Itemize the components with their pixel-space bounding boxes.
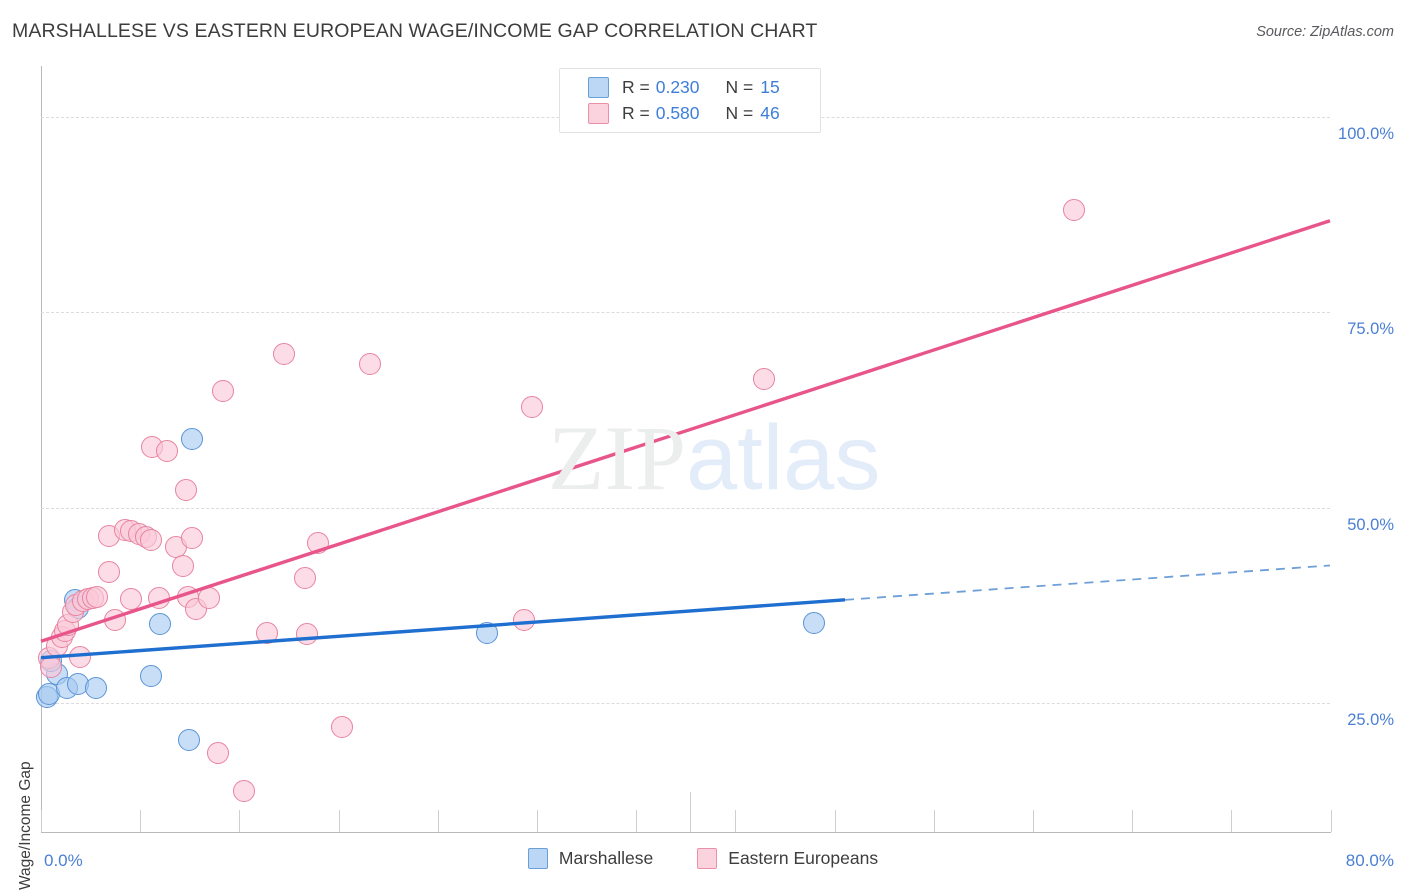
scatter-point[interactable] [149, 613, 172, 636]
x-tick-mark [1033, 810, 1034, 832]
scatter-point[interactable] [178, 728, 201, 751]
series-swatch-eastern-europeans [697, 848, 718, 869]
scatter-point[interactable] [803, 612, 826, 635]
legend-r-value-1: 0.230 [655, 76, 700, 97]
x-tick-mark [1231, 810, 1232, 832]
legend-n-label-1: N = [725, 76, 754, 97]
x-tick-mark [239, 810, 240, 832]
scatter-point[interactable] [68, 645, 91, 668]
source-label: Source: ZipAtlas.com [1256, 24, 1394, 40]
gridline [41, 507, 1330, 509]
x-tick-mark [41, 810, 42, 832]
x-axis-line [41, 832, 1331, 833]
x-tick-mark [140, 810, 141, 832]
x-tick-mark [339, 810, 340, 832]
series-label-eastern-europeans: Eastern Europeans [728, 848, 879, 868]
legend-swatch-pink [588, 102, 609, 124]
y-tick-label: 50.0% [1347, 515, 1394, 534]
scatter-point[interactable] [84, 677, 107, 700]
scatter-point[interactable] [233, 779, 256, 802]
scatter-point[interactable] [207, 742, 230, 765]
scatter-point[interactable] [97, 560, 120, 583]
gridline [41, 312, 1330, 314]
legend-r-label-2: R = [622, 102, 650, 123]
legend-n-value-1: 15 [760, 76, 780, 97]
scatter-point[interactable] [181, 527, 204, 550]
scatter-point[interactable] [39, 656, 62, 679]
correlation-legend: R = 0.230 N = 15 R = 0.580 N = 46 [559, 68, 821, 133]
scatter-point[interactable] [139, 664, 162, 687]
series-swatch-marshallese [527, 848, 548, 869]
scatter-point[interactable] [139, 528, 162, 551]
series-label-marshallese: Marshallese [558, 848, 654, 868]
scatter-point[interactable] [307, 531, 330, 554]
scatter-point[interactable] [104, 609, 127, 632]
plot-area [36, 66, 1330, 832]
x-tick-mark [636, 810, 637, 832]
scatter-point[interactable] [294, 566, 317, 589]
scatter-point[interactable] [331, 716, 354, 739]
legend-row-marshallese: R = 0.230 N = 15 [588, 74, 780, 100]
scatter-point[interactable] [358, 352, 381, 375]
y-tick-label: 100.0% [1338, 124, 1394, 143]
scatter-point[interactable] [155, 440, 178, 463]
page-title: MARSHALLESE VS EASTERN EUROPEAN WAGE/INC… [12, 20, 818, 42]
gridline [41, 703, 1330, 705]
scatter-point[interactable] [753, 368, 776, 391]
legend-n-value-2: 46 [760, 102, 780, 123]
scatter-point[interactable] [120, 588, 143, 611]
scatter-point[interactable] [521, 395, 544, 418]
scatter-point[interactable] [171, 555, 194, 578]
scatter-point[interactable] [273, 342, 296, 365]
legend-r-value-2: 0.580 [655, 102, 700, 123]
x-axis-min-label: 0.0% [44, 851, 83, 870]
legend-n-label-2: N = [725, 102, 754, 123]
scatter-point[interactable] [212, 380, 235, 403]
legend-swatch-blue [588, 76, 609, 98]
scatter-point[interactable] [513, 609, 536, 632]
series-legend-item-eastern-europeans[interactable]: Eastern Europeans [697, 848, 878, 869]
x-axis-max-label: 80.0% [1345, 851, 1394, 870]
x-tick-mark [934, 810, 935, 832]
scatter-point[interactable] [255, 622, 278, 645]
x-tick-mark [735, 810, 736, 832]
y-tick-label: 75.0% [1347, 320, 1394, 339]
y-tick-label: 25.0% [1347, 711, 1394, 730]
x-tick-mark [1132, 810, 1133, 832]
legend-r-label-1: R = [622, 76, 650, 97]
scatter-point[interactable] [476, 621, 499, 644]
scatter-point[interactable] [175, 479, 197, 502]
scatter-point[interactable] [197, 586, 220, 609]
series-legend-item-marshallese[interactable]: Marshallese [527, 848, 654, 869]
scatter-point[interactable] [1062, 198, 1085, 221]
scatter-point[interactable] [181, 427, 204, 450]
scatter-point[interactable] [86, 585, 109, 608]
series-legend: Marshallese Eastern Europeans [0, 848, 1406, 869]
scatter-point[interactable] [147, 587, 170, 610]
x-tick-mark-major [690, 792, 691, 832]
x-tick-mark [438, 810, 439, 832]
legend-row-eastern-europeans: R = 0.580 N = 46 [588, 100, 780, 126]
x-tick-mark [1331, 810, 1332, 832]
scatter-point[interactable] [295, 623, 318, 646]
x-tick-mark [537, 810, 538, 832]
x-tick-mark [835, 810, 836, 832]
